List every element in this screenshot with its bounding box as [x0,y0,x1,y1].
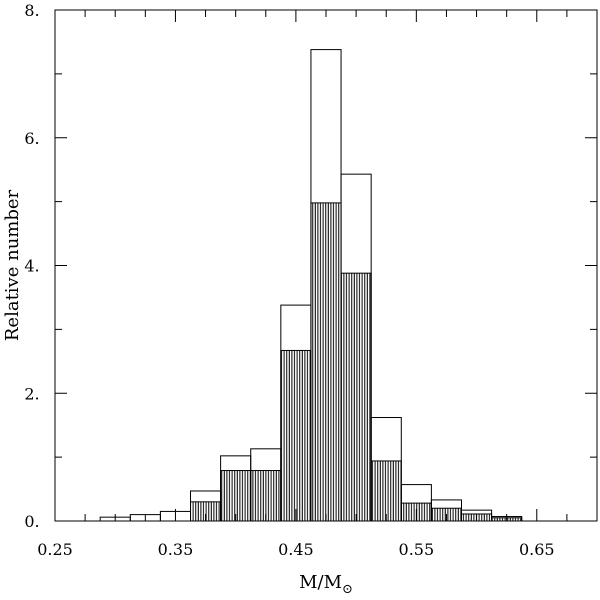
y-tick-label: 6. [24,129,39,148]
hatched-bar [340,272,372,522]
x-tick-label: 0.55 [399,540,435,559]
y-tick-label: 8. [24,1,39,20]
x-axis-label: M/M⊙ [299,572,353,597]
x-tick-label: 0.65 [519,540,555,559]
hatched-bar [220,470,252,522]
y-axis-ticks: 0. 2. 4. 6. 8. [24,1,597,531]
hatched-bar [250,470,282,522]
y-axis-label: Relative number [2,189,23,341]
x-tick-label: 0.35 [158,540,194,559]
hatched-bar [370,460,402,522]
y-tick-label: 0. [24,512,39,531]
hatched-histogram [190,202,523,522]
hatched-bar [280,349,312,522]
y-tick-label: 2. [24,384,39,403]
hatched-bar [310,202,342,522]
x-tick-label: 0.45 [278,540,314,559]
x-tick-label: 0.25 [37,540,73,559]
y-tick-label: 4. [24,257,39,276]
x-axis-ticks: 0.25 0.35 0.45 0.55 0.65 [37,10,598,559]
